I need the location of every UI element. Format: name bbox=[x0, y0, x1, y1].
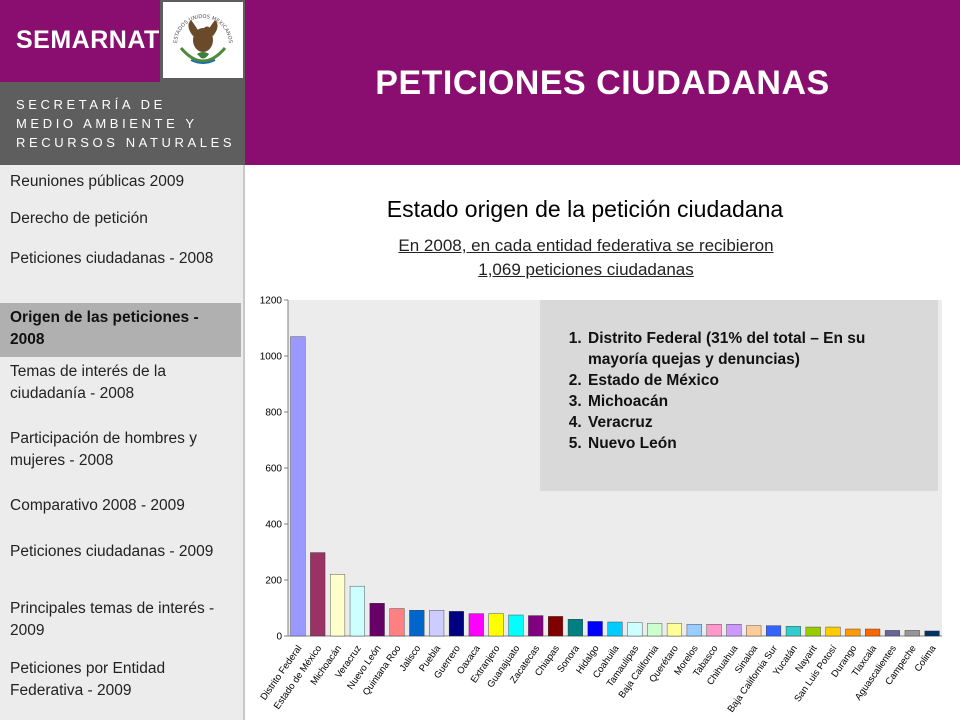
bar bbox=[845, 628, 861, 637]
bar bbox=[686, 624, 702, 637]
logo-top: SEMARNAT bbox=[0, 0, 160, 82]
bar bbox=[805, 626, 821, 637]
top-states-box: Distrito Federal (31% del total – En su … bbox=[540, 300, 938, 491]
bar bbox=[904, 630, 920, 637]
sidebar bbox=[0, 165, 245, 720]
sidebar-item-reuniones-publicas-2009[interactable]: Reuniones públicas 2009 bbox=[10, 173, 185, 190]
bar bbox=[349, 585, 365, 637]
sidebar-item-principales-temas-2009[interactable]: Principales temas de interés - 2009 bbox=[10, 600, 215, 639]
bar bbox=[825, 626, 841, 637]
bar bbox=[666, 623, 682, 637]
secretaria-line-2: MEDIO AMBIENTE Y bbox=[16, 116, 198, 131]
top-state-item: Distrito Federal (31% del total – En su … bbox=[586, 328, 928, 370]
bar bbox=[607, 621, 623, 637]
bar bbox=[706, 624, 722, 637]
y-tick-label: 800 bbox=[265, 408, 282, 419]
bar bbox=[330, 574, 346, 637]
bar bbox=[369, 603, 385, 637]
bar bbox=[429, 610, 445, 637]
bar bbox=[310, 552, 326, 637]
chart-subtitle: En 2008, en cada entidad federativa se r… bbox=[300, 234, 872, 282]
y-tick-label: 1200 bbox=[260, 296, 283, 307]
y-tick-label: 600 bbox=[265, 464, 282, 475]
bar bbox=[508, 614, 524, 637]
bar bbox=[528, 615, 544, 637]
y-tick-label: 1000 bbox=[260, 352, 283, 363]
sidebar-item-peticiones-ciudadanas-2008[interactable]: Peticiones ciudadanas - 2008 bbox=[10, 250, 214, 267]
chart-title: Estado origen de la petición ciudadana bbox=[386, 196, 784, 222]
top-state-item: Nuevo León bbox=[586, 433, 928, 454]
national-seal-icon: ESTADOS UNIDOS MEXICANOS bbox=[163, 2, 243, 78]
chart-subtitle-line-1: En 2008, en cada entidad federativa se r… bbox=[398, 236, 774, 255]
chart-subtitle-line-2: 1,069 peticiones ciudadanas bbox=[478, 260, 694, 279]
bar bbox=[567, 619, 583, 637]
header-bar: SEMARNAT ESTADOS UNIDOS MEXICANOS SECRET… bbox=[0, 0, 960, 165]
y-tick-label: 400 bbox=[265, 520, 282, 531]
bar bbox=[468, 613, 484, 637]
top-state-item: Veracruz bbox=[586, 412, 928, 433]
bar bbox=[409, 610, 425, 637]
page-title: PETICIONES CIUDADANAS bbox=[375, 64, 830, 102]
secretaria-line-3: RECURSOS NATURALES bbox=[16, 135, 236, 150]
bar bbox=[726, 624, 742, 637]
bar bbox=[627, 622, 643, 637]
sidebar-item-comparativo-2008-2009[interactable]: Comparativo 2008 - 2009 bbox=[10, 497, 185, 514]
top-state-item: Michoacán bbox=[586, 391, 928, 412]
secretaria-line-1: SECRETARÍA DE bbox=[16, 97, 166, 112]
sidebar-item-peticiones-entidad-2009[interactable]: Peticiones por Entidad Federativa - 2009 bbox=[10, 660, 166, 699]
y-tick-label: 200 bbox=[265, 576, 282, 587]
eagle-seal-icon: ESTADOS UNIDOS MEXICANOS bbox=[173, 14, 233, 64]
bar bbox=[746, 625, 762, 637]
bar bbox=[548, 616, 564, 637]
y-tick-label: 0 bbox=[276, 632, 282, 643]
bar bbox=[448, 611, 464, 637]
bar bbox=[785, 626, 801, 637]
bar bbox=[865, 628, 881, 637]
bar bbox=[290, 336, 306, 637]
sidebar-item-participacion-hombres-mujeres-2008[interactable]: Participación de hombres y mujeres - 200… bbox=[10, 430, 197, 469]
bar bbox=[766, 625, 782, 637]
bar bbox=[884, 630, 900, 637]
x-tick-label: Colima bbox=[913, 643, 939, 674]
bar bbox=[587, 621, 603, 637]
sidebar-item-peticiones-ciudadanas-2009[interactable]: Peticiones ciudadanas - 2009 bbox=[10, 543, 214, 560]
sidebar-item-derecho-de-peticion[interactable]: Derecho de petición bbox=[10, 210, 148, 227]
bar bbox=[647, 623, 663, 637]
bar bbox=[389, 608, 405, 637]
top-states-list: Distrito Federal (31% del total – En su … bbox=[552, 328, 928, 454]
bar bbox=[924, 630, 940, 637]
top-state-item: Estado de México bbox=[586, 370, 928, 391]
sidebar-divider bbox=[243, 165, 245, 720]
bar bbox=[488, 613, 504, 637]
logo-panel: SEMARNAT ESTADOS UNIDOS MEXICANOS SECRET… bbox=[0, 0, 245, 165]
sidebar-item-origen-peticiones-2008[interactable]: Origen de las peticiones - 2008 bbox=[0, 303, 241, 357]
sidebar-item-temas-interes-2008[interactable]: Temas de interés de la ciudadanía - 2008 bbox=[10, 363, 166, 402]
semarnat-logo[interactable]: SEMARNAT bbox=[16, 26, 160, 54]
